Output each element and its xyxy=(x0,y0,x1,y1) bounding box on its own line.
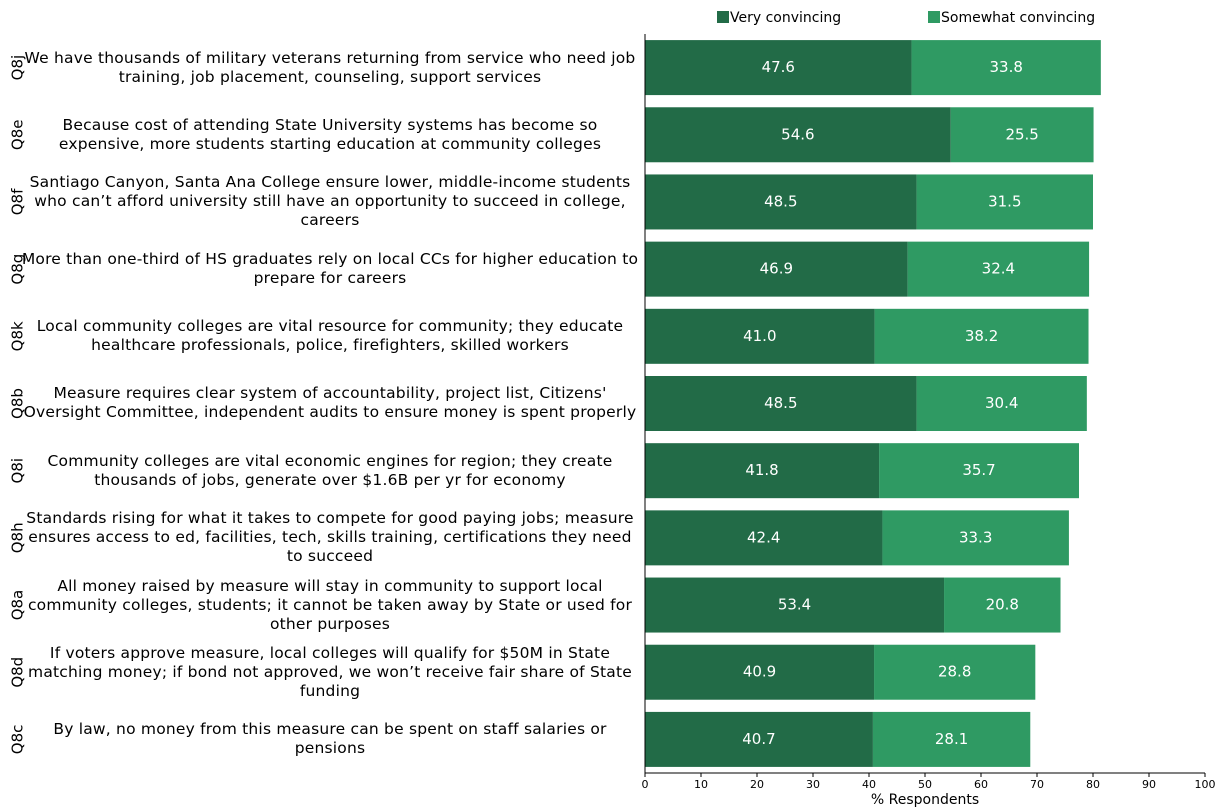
bar-value-label: 20.8 xyxy=(986,596,1019,614)
bar-value-label: 53.4 xyxy=(778,596,811,614)
x-tick-label: 100 xyxy=(1195,778,1216,791)
category-label: Santiago Canyon, Santa Ana College ensur… xyxy=(29,173,631,230)
question-code: Q8k xyxy=(9,321,27,351)
bar-value-label: 41.8 xyxy=(745,461,778,479)
bar-value-label: 32.4 xyxy=(982,260,1015,278)
bar-value-label: 42.4 xyxy=(747,528,780,546)
bar xyxy=(879,443,1079,499)
bar-value-label: 47.6 xyxy=(762,58,795,76)
legend-label: Very convincing xyxy=(730,10,841,26)
bar xyxy=(645,174,917,230)
bar-value-label: 48.5 xyxy=(764,192,797,210)
bar xyxy=(882,510,1069,566)
question-code: Q8i xyxy=(9,458,27,484)
bar-value-label: 35.7 xyxy=(962,461,995,479)
x-tick-label: 10 xyxy=(694,778,708,791)
x-tick-label: 70 xyxy=(1030,778,1044,791)
category-label: By law, no money from this measure can b… xyxy=(53,720,607,758)
question-code: Q8d xyxy=(9,657,27,688)
category-label: Local community colleges are vital resou… xyxy=(36,317,624,355)
legend-label: Somewhat convincing xyxy=(941,10,1095,26)
bar-value-label: 38.2 xyxy=(965,327,998,345)
bar xyxy=(645,644,875,700)
legend-swatch xyxy=(717,11,729,23)
bar xyxy=(907,241,1090,297)
bar-value-label: 48.5 xyxy=(764,394,797,412)
category-label: All money raised by measure will stay in… xyxy=(27,576,633,633)
x-tick-label: 60 xyxy=(974,778,988,791)
category-label: Measure requires clear system of account… xyxy=(23,384,637,422)
category-label: Standards rising for what it takes to co… xyxy=(26,509,634,566)
legend-swatch xyxy=(928,11,940,23)
bar-value-label: 54.6 xyxy=(781,125,814,143)
bar-value-label: 46.9 xyxy=(760,260,793,278)
question-code: Q8b xyxy=(9,388,27,419)
bar xyxy=(874,308,1089,364)
bar xyxy=(916,174,1093,230)
bar xyxy=(645,711,873,767)
x-tick-label: 20 xyxy=(750,778,764,791)
bar xyxy=(645,510,883,566)
bar-value-label: 31.5 xyxy=(988,192,1021,210)
question-code: Q8c xyxy=(9,725,27,755)
x-tick-label: 80 xyxy=(1086,778,1100,791)
bar xyxy=(916,376,1087,431)
bar xyxy=(645,107,951,163)
bar xyxy=(645,308,875,364)
bar-value-label: 30.4 xyxy=(985,394,1018,412)
bar-value-label: 33.8 xyxy=(989,58,1022,76)
bar-value-label: 40.7 xyxy=(742,730,775,748)
bar xyxy=(872,711,1031,767)
question-code: Q8e xyxy=(9,119,27,150)
bar xyxy=(874,644,1036,700)
x-tick-label: 40 xyxy=(862,778,876,791)
x-tick-label: 50 xyxy=(918,778,932,791)
bar-value-label: 41.0 xyxy=(743,327,776,345)
bar-value-label: 40.9 xyxy=(743,663,776,681)
question-code: Q8h xyxy=(9,522,27,553)
question-code: Q8g xyxy=(9,254,27,285)
bar xyxy=(645,40,912,96)
x-axis-label: % Respondents xyxy=(871,792,979,808)
bar-value-label: 33.3 xyxy=(959,528,992,546)
bar xyxy=(645,376,917,431)
category-label: We have thousands of military veterans r… xyxy=(24,48,636,86)
category-label: More than one-third of HS graduates rely… xyxy=(21,250,639,288)
bar xyxy=(944,577,1061,633)
bar-value-label: 28.8 xyxy=(938,663,971,681)
x-tick-label: 90 xyxy=(1142,778,1156,791)
category-label: Community colleges are vital economic en… xyxy=(47,451,613,489)
bar xyxy=(645,577,945,633)
x-tick-label: 0 xyxy=(642,778,649,791)
bar xyxy=(645,241,908,297)
bar-value-label: 25.5 xyxy=(1005,125,1038,143)
bar xyxy=(950,107,1094,163)
bar xyxy=(645,443,880,499)
question-code: Q8a xyxy=(9,590,27,621)
bar-value-label: 28.1 xyxy=(935,730,968,748)
category-label: Because cost of attending State Universi… xyxy=(58,115,602,153)
bar xyxy=(911,40,1101,96)
question-code: Q8j xyxy=(9,55,27,81)
x-tick-label: 30 xyxy=(806,778,820,791)
question-code: Q8f xyxy=(9,188,27,215)
category-label: If voters approve measure, local college… xyxy=(28,643,632,700)
